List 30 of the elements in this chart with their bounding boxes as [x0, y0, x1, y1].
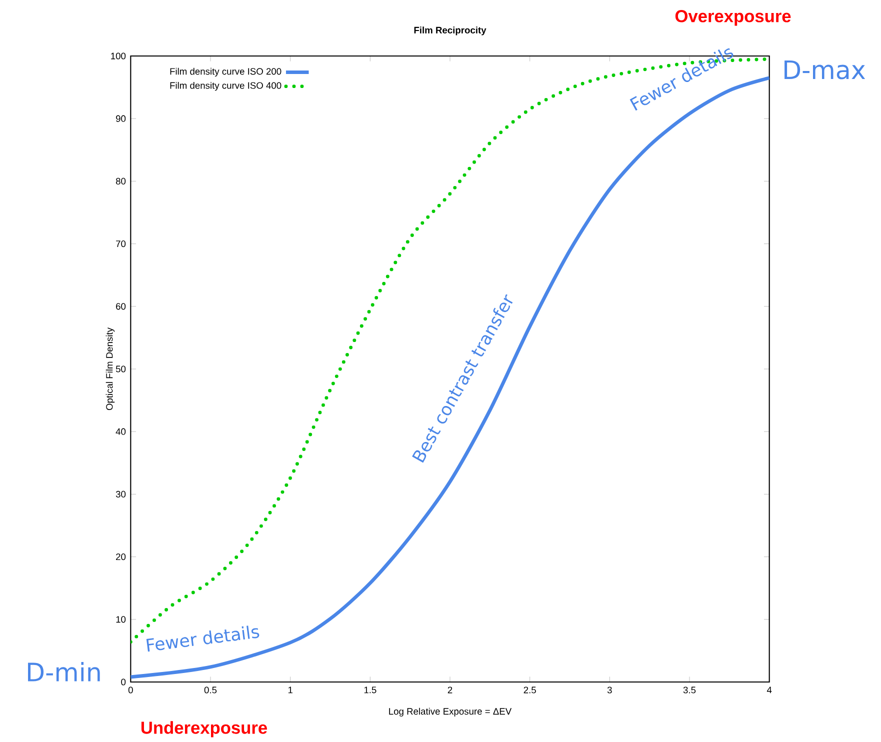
x-tick-label: 4: [766, 686, 772, 694]
y-tick-label: 90: [116, 115, 126, 122]
x-tick-label: 3.5: [683, 686, 696, 694]
y-tick-label: 30: [116, 490, 126, 498]
x-tick-label: 0.5: [204, 686, 217, 694]
chart-title: Film Reciprocity: [414, 26, 486, 36]
annotation: D-min: [28, 662, 100, 682]
annotation: Fewer details: [146, 626, 260, 652]
y-tick-label: 20: [116, 554, 126, 560]
y-tick-label: 50: [116, 366, 126, 372]
legend-label: Film density curve ISO 200: [170, 68, 282, 77]
legend-label: Film density curve ISO 400: [170, 82, 282, 91]
x-tick-label: 0: [128, 686, 133, 694]
text: Underexposure: [141, 721, 267, 738]
annotation: D-max: [784, 60, 866, 80]
x-tick-label: 2: [448, 686, 452, 694]
x-tick-label: 1: [288, 686, 292, 694]
x-tick-label: 3: [607, 686, 612, 694]
x-axis-title: Log Relative Exposure = ΔEV: [389, 708, 512, 717]
y-tick-label: 40: [116, 428, 126, 435]
y-tick-label: 80: [116, 178, 126, 184]
y-tick-label: 100: [111, 52, 126, 60]
x-tick-label: 2.5: [524, 686, 536, 694]
x-tick-label: 1.5: [364, 686, 376, 694]
y-tick-label: 10: [116, 616, 126, 623]
y-axis-title: Optical Film Density: [106, 328, 115, 410]
y-tick-label: 60: [116, 303, 126, 310]
y-tick-label: 0: [121, 678, 126, 686]
y-tick-label: 70: [116, 240, 126, 248]
text: Overexposure: [675, 10, 791, 26]
